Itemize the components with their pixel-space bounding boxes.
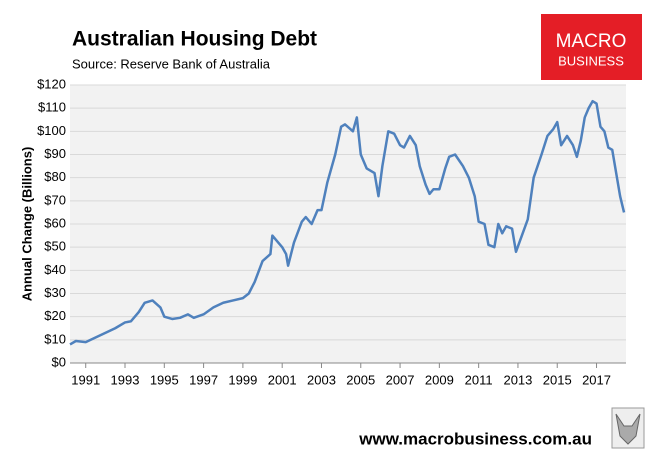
logo-box [541, 14, 642, 80]
fox-icon [611, 407, 645, 449]
y-tick-label: $20 [44, 308, 66, 323]
chart-title: Australian Housing Debt [72, 28, 317, 51]
y-tick-label: $50 [44, 239, 66, 254]
chart-subtitle: Source: Reserve Bank of Australia [72, 56, 271, 71]
footer-url: www.macrobusiness.com.au [358, 429, 592, 448]
y-tick-label: $60 [44, 215, 66, 230]
x-tick-label: 1991 [71, 372, 100, 387]
y-tick-label: $90 [44, 146, 66, 161]
logo-text: MACRO [556, 31, 627, 52]
y-axis-label: Annual Change (Billions) [19, 147, 34, 302]
x-tick-label: 1997 [189, 372, 218, 387]
data-line [69, 99, 626, 346]
x-tick-label: 1995 [150, 372, 179, 387]
x-tick-label: 2013 [503, 372, 532, 387]
y-tick-label: $120 [37, 76, 66, 91]
y-tick-label: $0 [52, 354, 66, 369]
y-tick-label: $80 [44, 169, 66, 184]
y-tick-label: $70 [44, 192, 66, 207]
x-tick-label: 2005 [346, 372, 375, 387]
logo-text: BUSINESS [558, 53, 624, 68]
x-tick-label: 2017 [582, 372, 611, 387]
x-tick-label: 2015 [543, 372, 572, 387]
x-tick-label: 1999 [228, 372, 257, 387]
y-tick-label: $110 [38, 100, 66, 115]
x-tick-label: 2001 [268, 372, 297, 387]
y-tick-label: $100 [37, 123, 66, 138]
y-tick-label: $40 [44, 262, 66, 277]
y-tick-label: $30 [44, 285, 66, 300]
x-tick-label: 2009 [425, 372, 454, 387]
x-tick-label: 2011 [465, 372, 493, 387]
x-tick-label: 2007 [386, 372, 415, 387]
x-tick-label: 2003 [307, 372, 336, 387]
x-tick-label: 1993 [111, 372, 140, 387]
y-tick-label: $10 [44, 331, 66, 346]
